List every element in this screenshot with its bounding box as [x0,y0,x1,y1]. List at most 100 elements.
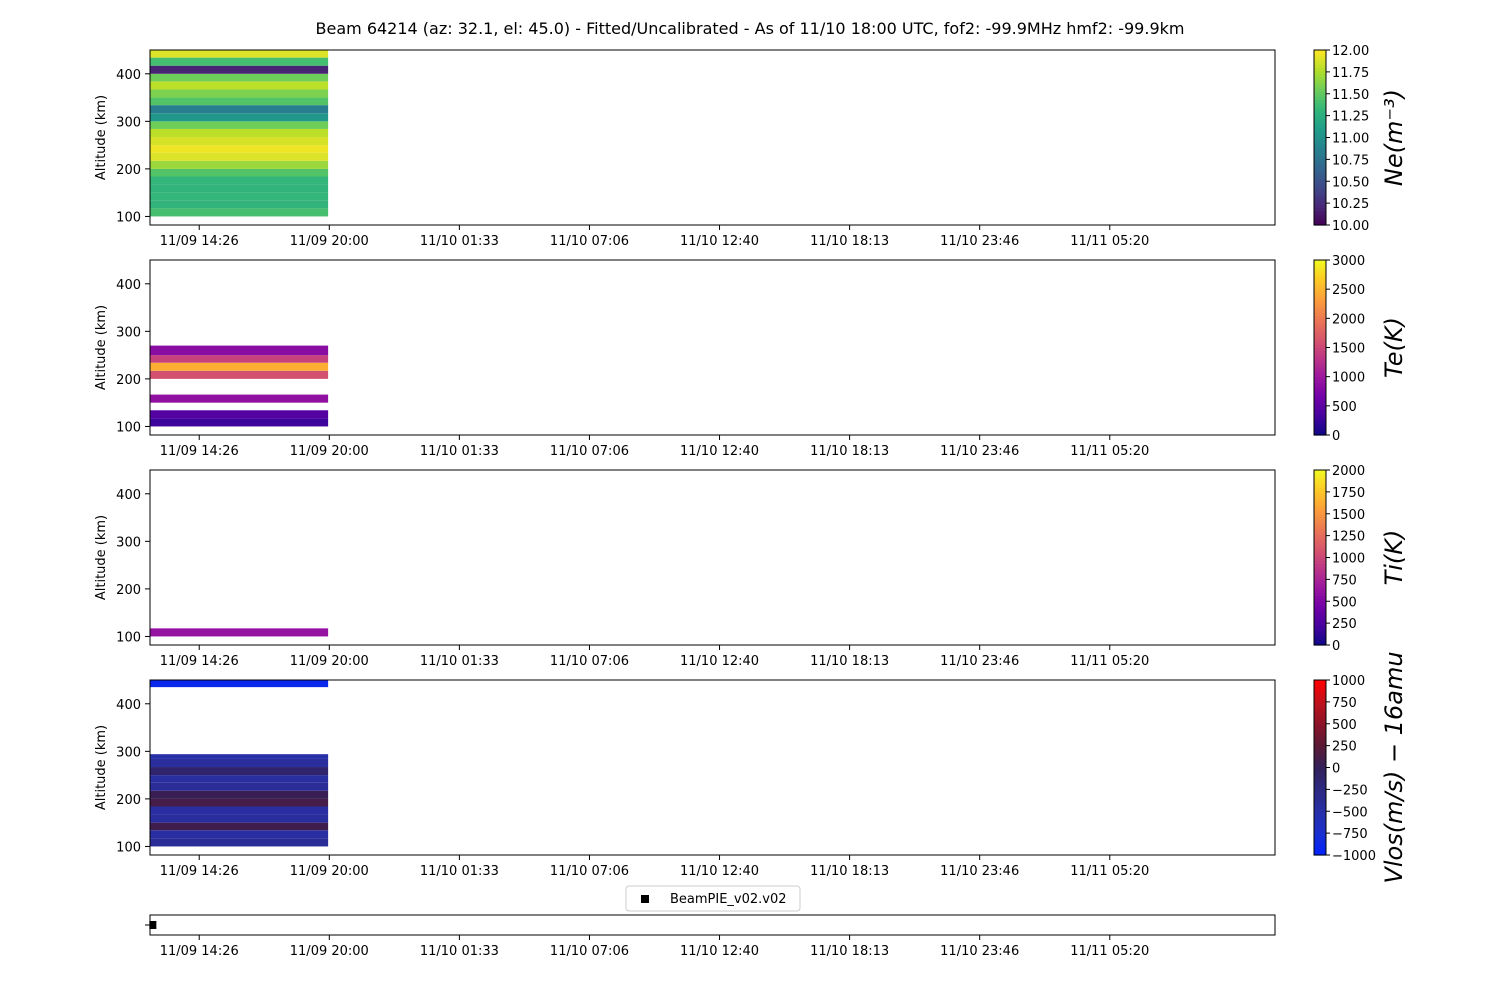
colorbar-segment [1314,852,1326,856]
colorbar-label: Vlos(m/s) − 16amu [1380,651,1408,883]
colorbar-segment [1314,542,1326,547]
heatmap-cell [150,814,329,823]
x-tick-label: 11/10 23:46 [940,654,1019,669]
heatmap-cell [150,830,329,839]
x-tick-label: 11/09 20:00 [290,654,369,669]
colorbar-segment [1314,172,1326,177]
colorbar-segment [1314,300,1326,305]
colorbar-tick-label: 500 [1332,718,1357,733]
x-tick-label: 11/09 14:26 [160,944,239,959]
colorbar-segment [1314,367,1326,372]
colorbar-segment [1314,373,1326,378]
colorbar-segment [1314,680,1326,684]
colorbar-segment [1314,108,1326,112]
colorbar-tick-label: 500 [1332,400,1357,415]
colorbar-segment [1314,592,1326,597]
heatmap-cell [150,345,329,356]
colorbar-segment [1314,222,1326,226]
colorbar-segment [1314,551,1326,556]
colorbar-segment [1314,572,1326,576]
colorbar-segment [1314,505,1326,509]
colorbar-tick-label: 750 [1332,696,1357,711]
colorbar-segment [1314,131,1326,136]
x-tick-label: 11/09 14:26 [160,234,239,249]
colorbar-label: Te(K) [1380,317,1408,378]
colorbar-segment [1314,715,1326,719]
colorbar-segment [1314,216,1326,220]
colorbar-segment [1314,73,1326,77]
colorbar-segment [1314,624,1326,629]
colorbar-segment [1314,630,1326,634]
colorbar-segment [1314,163,1326,168]
x-tick-label: 11/11 05:20 [1070,944,1149,959]
colorbar-segment [1314,627,1326,632]
x-tick-label: 11/09 20:00 [290,444,369,459]
colorbar-segment [1314,700,1326,704]
heatmap-cell [150,822,329,831]
colorbar-tick-label: 10.50 [1332,175,1369,190]
x-tick-label: 11/10 18:13 [810,864,889,879]
heatmap-cell [150,370,329,379]
x-tick-label: 11/11 05:20 [1070,234,1149,249]
colorbar-segment [1314,204,1326,209]
colorbar-segment [1314,814,1326,818]
colorbar-segment [1314,691,1326,696]
y-tick-label: 400 [116,68,141,83]
colorbar-segment [1314,601,1326,605]
colorbar-segment [1314,157,1326,162]
heatmap-cell [150,160,329,169]
colorbar-segment [1314,96,1326,101]
colorbar-segment [1314,184,1326,188]
colorbar-segment [1314,315,1326,319]
colorbar-segment [1314,703,1326,707]
x-tick-label: 11/10 23:46 [940,234,1019,249]
heatmap-cell [150,775,329,783]
colorbar-segment [1314,105,1326,109]
colorbar-segment [1314,192,1326,197]
heatmap-cell [150,754,329,759]
colorbar-tick-label: 500 [1332,595,1357,610]
colorbar-label: Ne(m⁻³) [1380,89,1408,186]
colorbar-segment [1314,499,1326,503]
colorbar-segment [1314,411,1326,416]
heatmap-cell [150,152,329,161]
legend-marker [641,895,649,903]
panel-2: 100 200 300 400 Altitude (km) 11/09 14:26 11/0… [94,254,1408,459]
colorbar-segment [1314,201,1326,206]
x-tick-label: 11/10 12:40 [680,234,759,249]
colorbar-segment [1314,376,1326,381]
colorbar-segment [1314,143,1326,147]
colorbar-segment [1314,292,1326,296]
heatmap-cell [150,782,329,791]
colorbar-segment [1314,752,1326,757]
axes-frame [149,679,1276,856]
colorbar-segment [1314,706,1326,710]
colorbar-segment [1314,843,1326,847]
heatmap-cell [150,208,329,217]
colorbar-segment [1314,365,1326,369]
colorbar-segment [1314,400,1326,404]
colorbar-segment [1314,67,1326,72]
colorbar-segment [1314,312,1326,317]
colorbar-segment [1314,286,1326,290]
strip-frame [149,914,1276,936]
colorbar-segment [1314,280,1326,284]
colorbar-segment [1314,420,1326,424]
heatmap-cell [150,73,329,82]
x-tick-label: 11/10 01:33 [420,654,499,669]
colorbar-segment [1314,805,1326,809]
y-tick-label: 300 [116,535,141,550]
colorbar-segment [1314,516,1326,521]
colorbar-segment [1314,271,1326,276]
colorbar-segment [1314,187,1326,191]
colorbar-segment [1314,219,1326,223]
colorbar-segment [1314,612,1326,617]
colorbar-segment [1314,586,1326,591]
colorbar-segment [1314,487,1326,492]
colorbar-segment [1314,478,1326,483]
colorbar-segment [1314,58,1326,63]
heatmap-cell [150,767,329,776]
colorbar-segment [1314,566,1326,570]
colorbar-segment [1314,732,1326,737]
